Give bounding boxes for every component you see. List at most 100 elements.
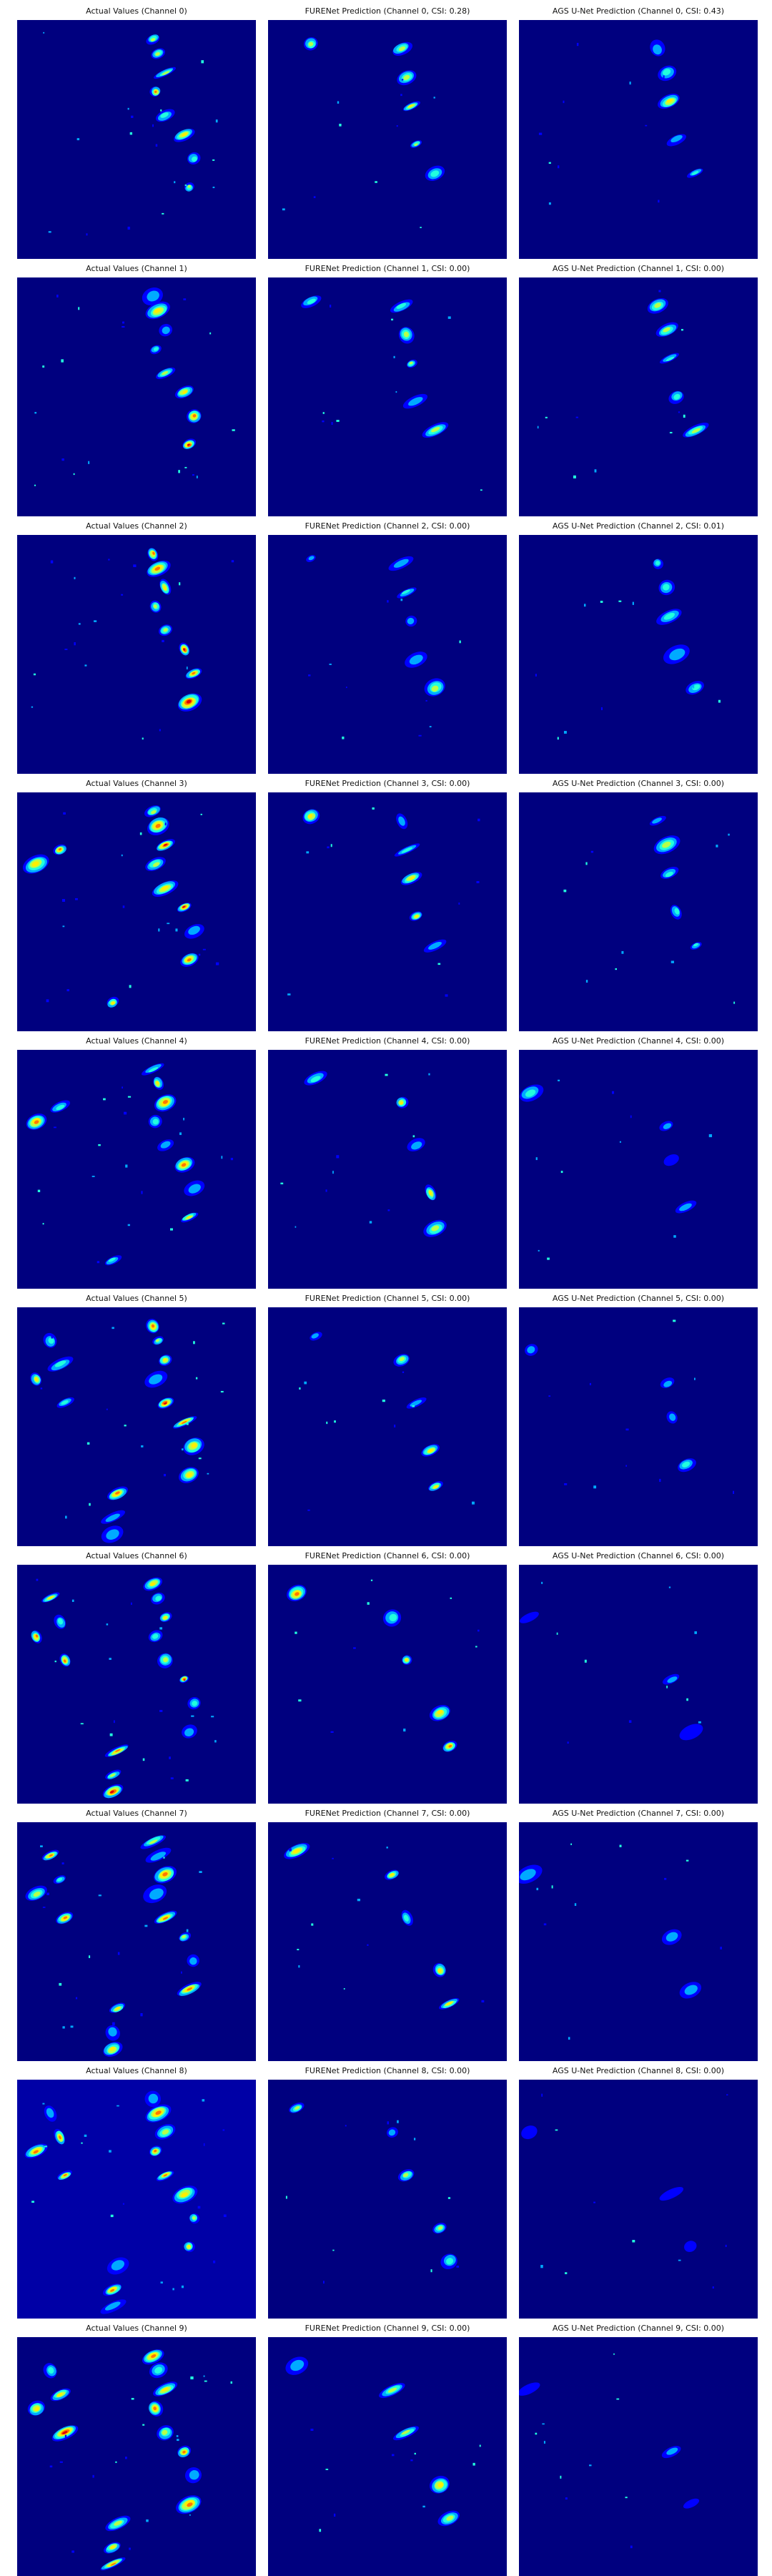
echo-speckle bbox=[122, 1086, 124, 1088]
echo-speckle bbox=[387, 1209, 390, 1211]
echo-speckle bbox=[74, 898, 78, 900]
echo-speckle bbox=[127, 226, 130, 230]
echo-speckle bbox=[385, 1073, 388, 1076]
echo-cell bbox=[162, 1357, 167, 1362]
echo-speckle bbox=[565, 2272, 568, 2274]
echo-speckle bbox=[215, 119, 218, 123]
echo-speckle bbox=[307, 1509, 310, 1511]
echo-speckle bbox=[718, 699, 721, 703]
echo-cell bbox=[409, 361, 413, 365]
echo-speckle bbox=[74, 576, 76, 579]
echo-cell bbox=[48, 2366, 54, 2374]
echo-speckle bbox=[167, 923, 170, 925]
radar-image bbox=[268, 1307, 507, 1546]
echo-cell bbox=[160, 1141, 171, 1149]
echo-speckle bbox=[632, 601, 634, 605]
echo-cell bbox=[662, 841, 671, 848]
echo-speckle bbox=[287, 993, 291, 996]
echo-speckle bbox=[280, 1182, 284, 1185]
echo-cell bbox=[410, 1400, 422, 1407]
echo-speckle bbox=[169, 1228, 173, 1231]
echo-speckle bbox=[573, 475, 576, 478]
echo-speckle bbox=[329, 663, 332, 665]
echo-cell bbox=[187, 1987, 193, 1991]
echo-speckle bbox=[394, 1425, 396, 1427]
echo-cell bbox=[311, 1333, 319, 1339]
echo-speckle bbox=[733, 1001, 736, 1004]
radar-field bbox=[519, 535, 758, 774]
echo-cell bbox=[114, 2520, 122, 2526]
echo-cell bbox=[659, 2186, 684, 2201]
echo-cell bbox=[401, 847, 412, 853]
echo-cell bbox=[666, 99, 673, 103]
radar-image bbox=[17, 2337, 256, 2576]
echo-speckle bbox=[177, 2439, 179, 2442]
echo-speckle bbox=[125, 1164, 128, 1168]
radar-image bbox=[268, 1050, 507, 1289]
echo-speckle bbox=[80, 1723, 84, 1725]
echo-cell bbox=[162, 1100, 168, 1104]
panel-title: FURENet Prediction (Channel 8, CSI: 0.00… bbox=[305, 2066, 470, 2075]
echo-cell bbox=[427, 1449, 433, 1452]
radar-field bbox=[268, 1565, 507, 1804]
echo-speckle bbox=[42, 2103, 45, 2105]
panel-title: AGS U-Net Prediction (Channel 7, CSI: 0.… bbox=[552, 1809, 725, 1818]
echo-speckle bbox=[155, 144, 158, 147]
echo-speckle bbox=[159, 729, 161, 732]
echo-speckle bbox=[76, 138, 80, 141]
echo-speckle bbox=[477, 1629, 480, 1632]
echo-speckle bbox=[563, 100, 565, 104]
echo-speckle bbox=[402, 1371, 405, 1373]
panel-title: AGS U-Net Prediction (Channel 2, CSI: 0.… bbox=[552, 521, 725, 531]
radar-field bbox=[519, 277, 758, 516]
echo-speckle bbox=[133, 564, 137, 567]
echo-cell bbox=[431, 685, 439, 692]
echo-speckle bbox=[199, 1871, 202, 1873]
echo-cell bbox=[162, 2129, 169, 2135]
echo-cell bbox=[115, 2006, 121, 2010]
echo-speckle bbox=[547, 1257, 550, 1260]
echo-speckle bbox=[59, 1982, 62, 1986]
radar-image bbox=[268, 20, 507, 259]
panel-title: AGS U-Net Prediction (Channel 5, CSI: 0.… bbox=[552, 1294, 725, 1303]
echo-cell bbox=[401, 2429, 410, 2435]
echo-speckle bbox=[616, 2398, 620, 2400]
echo-speckle bbox=[182, 1448, 184, 1451]
echo-speckle bbox=[447, 2197, 451, 2199]
echo-cell bbox=[46, 2108, 54, 2118]
echo-cell bbox=[525, 1089, 536, 1097]
echo-cell bbox=[154, 308, 162, 313]
echo-cell bbox=[182, 132, 188, 137]
echo-cell bbox=[111, 2260, 125, 2271]
echo-speckle bbox=[42, 1222, 44, 1225]
echo-cell bbox=[33, 2150, 39, 2154]
echo-cell bbox=[389, 1613, 397, 1622]
radar-image bbox=[519, 1050, 758, 1289]
radar-image bbox=[519, 792, 758, 1031]
echo-cell bbox=[162, 71, 170, 75]
field-background bbox=[17, 1307, 256, 1546]
panel-title: Actual Values (Channel 0) bbox=[86, 6, 187, 16]
echo-speckle bbox=[658, 200, 660, 203]
echo-speckle bbox=[543, 1923, 547, 1926]
echo-speckle bbox=[96, 1261, 100, 1264]
echo-cell bbox=[665, 356, 675, 362]
echo-speckle bbox=[211, 1716, 214, 1718]
echo-speckle bbox=[401, 79, 404, 81]
echo-cell bbox=[57, 1618, 64, 1625]
echo-cell bbox=[191, 1442, 197, 1448]
echo-speckle bbox=[540, 2264, 543, 2268]
echo-cell bbox=[396, 303, 407, 309]
echo-cell bbox=[654, 303, 661, 308]
echo-speckle bbox=[322, 412, 325, 414]
echo-speckle bbox=[197, 2206, 201, 2209]
echo-speckle bbox=[112, 2022, 115, 2025]
echo-speckle bbox=[666, 1686, 668, 1688]
echo-speckle bbox=[458, 903, 460, 905]
echo-speckle bbox=[103, 1098, 106, 1101]
echo-speckle bbox=[332, 1171, 334, 1174]
panel-title: Actual Values (Channel 1) bbox=[86, 264, 187, 273]
field-background bbox=[268, 20, 507, 259]
echo-speckle bbox=[339, 124, 342, 127]
echo-speckle bbox=[203, 2143, 205, 2146]
